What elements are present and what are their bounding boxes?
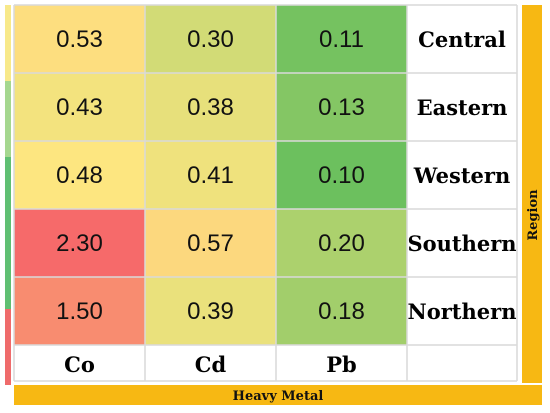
x-axis-title-bar	[14, 385, 542, 405]
heatmap-cell	[14, 5, 145, 73]
y-axis-title: Region	[526, 189, 541, 241]
grid-lines	[13, 4, 518, 382]
cell-value-label: 1.50	[56, 298, 103, 325]
cell-value-label: 2.30	[56, 230, 103, 257]
side-color-strip	[5, 5, 11, 385]
side-strip-segment	[5, 5, 11, 81]
heatmap-cell	[14, 277, 145, 345]
heatmap-cell	[276, 277, 407, 345]
cell-value-label: 0.57	[187, 230, 234, 257]
cell-value-label: 0.38	[187, 94, 234, 121]
heatmap-cell	[14, 209, 145, 277]
heatmap-cell	[14, 73, 145, 141]
column-labels: Co Cd Pb	[64, 352, 357, 377]
heatmap-cell	[145, 277, 276, 345]
column-label: Pb	[326, 352, 356, 377]
side-strip-segment	[5, 309, 11, 385]
y-axis-title-bar	[522, 5, 542, 383]
row-labels: Central Eastern Western Southern Northern	[407, 27, 516, 324]
column-label: Cd	[195, 352, 227, 377]
row-label: Southern	[407, 231, 516, 256]
side-strip-segment	[5, 233, 11, 309]
heatmap-cell	[276, 141, 407, 209]
x-axis-title: Heavy Metal	[233, 389, 324, 404]
cell-value-label: 0.11	[319, 26, 364, 53]
cell-value-label: 0.10	[318, 162, 365, 189]
heatmap-cell	[145, 141, 276, 209]
side-strip-segment	[5, 157, 11, 233]
side-strip-segment	[5, 81, 11, 157]
cell-value-label: 0.39	[187, 298, 234, 325]
heatmap-cell	[145, 5, 276, 73]
row-label: Northern	[408, 299, 517, 324]
heatmap-cells: 0.53 0.30 0.11 0.43 0.38 0.13 0.48 0.41 0.10 2.30…	[14, 5, 517, 381]
heatmap-cell	[276, 209, 407, 277]
heatmap-cell	[276, 73, 407, 141]
row-label-column	[407, 5, 517, 381]
heatmap-cell	[145, 73, 276, 141]
row-label: Western	[413, 163, 510, 188]
heatmap-cell	[145, 209, 276, 277]
cell-value-label: 0.48	[56, 162, 103, 189]
heatmap-cell	[276, 5, 407, 73]
cell-value-label: 0.41	[187, 162, 234, 189]
cell-value-label: 0.53	[56, 26, 103, 53]
cell-value-label: 0.30	[187, 26, 234, 53]
cell-value-label: 0.13	[318, 94, 365, 121]
cell-value-label: 0.20	[318, 230, 365, 257]
row-label: Eastern	[417, 95, 508, 120]
column-label: Co	[64, 352, 95, 377]
column-label-row	[14, 345, 407, 381]
cell-value-label: 0.43	[56, 94, 103, 121]
cell-value-label: 0.18	[318, 298, 365, 325]
row-label: Central	[418, 27, 506, 52]
heatmap-cell	[14, 141, 145, 209]
